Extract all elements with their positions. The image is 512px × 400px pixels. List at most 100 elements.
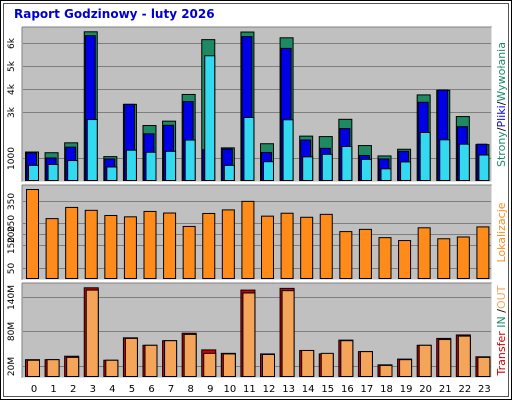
- hour-label: 20: [419, 384, 432, 395]
- pages-files-hits-legend-part: /: [495, 101, 508, 105]
- hour-label: 22: [458, 384, 471, 395]
- lokalizacje-bar: [456, 236, 470, 280]
- lokalizacje-bar: [182, 225, 196, 279]
- inner-frame: [3, 3, 509, 397]
- hour-label: 10: [223, 384, 236, 395]
- lokalizacje-bar: [280, 212, 294, 279]
- hour-label: 4: [109, 384, 115, 395]
- transfer-panel-background: [22, 283, 492, 378]
- wywolania-bar: [145, 151, 157, 181]
- wywolania-bar: [419, 131, 431, 181]
- locations-y-tick-label: 150: [7, 237, 17, 254]
- pages-files-hits-y-tick-label: 5k: [7, 60, 17, 72]
- locations-y-tick-label: 50: [7, 263, 17, 275]
- transfer-legend: Transfer IN /OUT: [495, 285, 508, 376]
- wywolania-bar: [321, 153, 333, 182]
- transfer-out-bar: [242, 292, 256, 378]
- wywolania-bar: [86, 119, 98, 181]
- wywolania-bar: [165, 150, 177, 182]
- pages-files-hits-legend-part: Wywołania: [495, 42, 508, 102]
- hour-label: 1: [50, 384, 56, 395]
- wywolania-bar: [204, 55, 216, 181]
- pages-files-hits-y-tick-label: 6k: [7, 37, 17, 49]
- wywolania-bar: [341, 145, 353, 182]
- pages-files-hits-legend-part: Pliki: [495, 105, 508, 127]
- pages-files-hits-panel: 1000 3k 4k 5k 6k: [7, 26, 493, 183]
- hour-label: 17: [361, 384, 374, 395]
- wywolania-bar: [28, 164, 39, 181]
- transfer-out-bar: [399, 359, 413, 377]
- lokalizacje-bar: [143, 210, 157, 279]
- transfer-out-bar: [222, 353, 236, 377]
- wywolania-bar: [439, 139, 451, 182]
- lokalizacje-bar: [476, 226, 490, 279]
- pages-files-hits-legend-part: Strony: [495, 131, 508, 167]
- transfer-out-bar: [183, 333, 197, 377]
- transfer-out-bar: [144, 344, 158, 377]
- pages-files-hits-legend-part: /: [495, 127, 508, 131]
- hour-label: 19: [400, 384, 413, 395]
- pages-files-hits-y-tick-label: 1000: [7, 147, 17, 170]
- wywolania-bar: [282, 119, 294, 181]
- transfer-out-bar: [379, 364, 393, 377]
- wywolania-bar: [125, 149, 137, 181]
- hour-axis-labels: 0 1 2 3 4 5 6 7 8 9 10 11 12 13 14 15 16 17 18 19 20 21 22 23: [31, 384, 491, 395]
- lokalizacje-bar: [437, 238, 451, 280]
- hour-label: 6: [148, 384, 154, 395]
- pages-files-hits-legend: Strony/Pliki/Wywołania: [495, 42, 508, 167]
- hour-label: 14: [302, 384, 315, 395]
- wywolania-bar: [223, 164, 235, 181]
- hour-label: 18: [380, 384, 393, 395]
- pages-files-hits-panel-background: [22, 27, 492, 182]
- side-legends: Strony/Pliki/WywołaniaLokalizacjeTransfe…: [495, 42, 508, 376]
- wywolania-bar: [263, 161, 274, 181]
- lokalizacje-bar: [339, 231, 353, 279]
- lokalizacje-bar: [261, 215, 274, 279]
- locations-y-tick-label: 250: [7, 215, 17, 232]
- lokalizacje-bar: [163, 212, 177, 279]
- report-title: Raport Godzinowy - luty 2026: [14, 7, 215, 21]
- pages-files-hits-y-tick-label: 3k: [7, 106, 17, 118]
- hour-label: 2: [70, 384, 76, 395]
- lokalizacje-bar: [221, 209, 235, 279]
- wywolania-bar: [47, 163, 59, 182]
- wywolania-bar: [360, 158, 372, 182]
- wywolania-bar: [243, 116, 255, 181]
- lokalizacje-bar: [65, 206, 79, 279]
- lokalizacje-bar: [84, 209, 98, 280]
- transfer-out-bar: [46, 359, 60, 377]
- transfer-out-bar: [262, 354, 275, 377]
- wywolania-bar: [458, 143, 470, 181]
- lokalizacje-bar: [123, 216, 137, 280]
- locations-panel-background: [22, 185, 492, 280]
- transfer-out-bar: [477, 356, 491, 377]
- transfer-panel: 20M 80M 140M: [7, 282, 493, 379]
- lokalizacje-bar: [241, 200, 255, 279]
- transfer-out-bar: [340, 340, 354, 378]
- transfer-out-bar: [457, 335, 471, 378]
- hour-label: 15: [321, 384, 334, 395]
- hour-label: 5: [129, 384, 135, 395]
- lokalizacje-bar: [417, 227, 431, 280]
- transfer-out-bar: [438, 339, 452, 377]
- transfer-out-bar: [320, 352, 334, 378]
- wywolania-bar: [67, 160, 79, 181]
- hour-label: 13: [282, 384, 295, 395]
- wywolania-bar: [184, 139, 196, 181]
- hour-label: 12: [263, 384, 276, 395]
- wywolania-bar: [478, 154, 490, 181]
- wywolania-bar: [400, 161, 412, 181]
- hour-label: 11: [243, 384, 256, 395]
- transfer-out-bar: [124, 337, 138, 377]
- transfer-y-tick-label: 80M: [7, 322, 17, 341]
- transfer-legend-part: IN: [495, 313, 508, 331]
- lokalizacje-bar: [26, 189, 39, 280]
- locations-legend: Lokalizacje: [495, 202, 508, 262]
- hour-label: 21: [439, 384, 452, 395]
- transfer-out-bar: [105, 359, 119, 377]
- lokalizacje-bar: [45, 218, 59, 279]
- wywolania-bar: [302, 156, 314, 181]
- hour-label: 3: [90, 384, 96, 395]
